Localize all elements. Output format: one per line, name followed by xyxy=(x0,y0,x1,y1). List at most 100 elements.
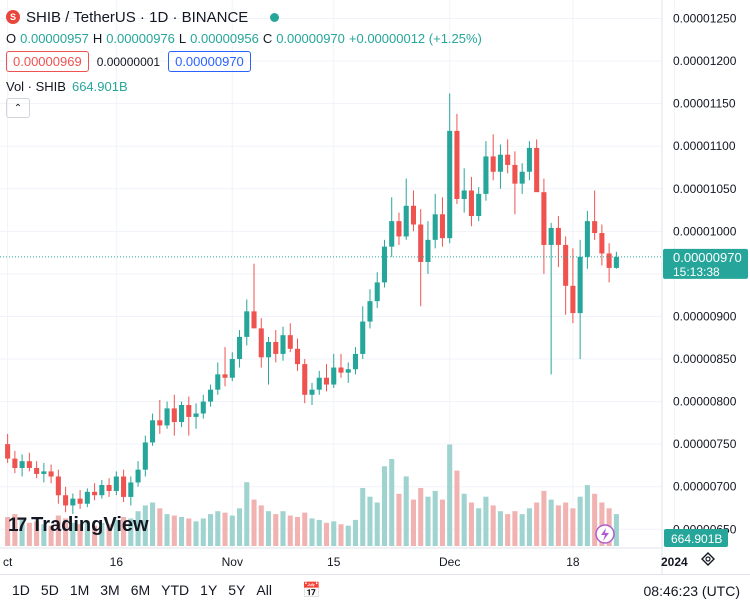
volume-bar xyxy=(171,515,177,546)
candlestick-chart[interactable]: 0.000006500.000007000.000007500.00000800… xyxy=(0,0,750,574)
candle-body xyxy=(352,353,359,370)
buy-price-button[interactable]: 0.00000970 xyxy=(168,51,251,72)
chart-legend: S SHIB / TetherUS · 1D · BINANCE O 0.0000… xyxy=(6,6,482,118)
open-label: O xyxy=(6,31,17,46)
volume-bar xyxy=(70,522,76,546)
tradingview-wordmark: TradingView xyxy=(31,514,149,536)
candle-body xyxy=(113,476,119,491)
volume-bar xyxy=(447,444,453,546)
candle-body xyxy=(215,374,221,390)
volume-bar xyxy=(410,499,416,546)
candle-body xyxy=(425,239,431,262)
volume-bar xyxy=(258,505,264,546)
volume-bar xyxy=(215,511,221,546)
volume-bar xyxy=(548,499,554,546)
candle-body xyxy=(447,130,453,239)
candle xyxy=(367,289,373,329)
candle xyxy=(26,452,32,472)
volume-bar xyxy=(418,488,424,546)
close-value: 0.00000970 xyxy=(276,31,345,46)
candle xyxy=(92,483,98,501)
candle-body xyxy=(534,147,540,193)
candle xyxy=(432,193,438,249)
candle xyxy=(265,336,272,385)
candle-body xyxy=(584,221,590,257)
timeframe-ytd[interactable]: YTD xyxy=(161,582,190,598)
timeframe-6m[interactable]: 6M xyxy=(130,582,151,598)
volume-bar xyxy=(128,518,134,546)
collapse-legend-button[interactable]: ⌃ xyxy=(6,98,30,118)
candle-body xyxy=(468,190,474,217)
candle xyxy=(77,490,83,509)
candle-body xyxy=(606,253,612,268)
volume-bar xyxy=(186,518,192,546)
volume-bar xyxy=(99,522,105,546)
candle xyxy=(447,93,453,244)
volume-bar xyxy=(592,493,598,546)
time-tick-label: Dec xyxy=(439,555,460,569)
candle xyxy=(352,347,359,375)
candle-body xyxy=(236,336,243,360)
candle-body xyxy=(323,377,330,385)
symbol-title[interactable]: SHIB / TetherUS · 1D · BINANCE xyxy=(26,8,249,26)
volume-bar xyxy=(208,514,214,546)
candle xyxy=(468,176,474,227)
candle xyxy=(563,236,569,315)
candle xyxy=(454,113,460,205)
timeframe-1y[interactable]: 1Y xyxy=(200,582,218,598)
timeframe-3m[interactable]: 3M xyxy=(100,582,120,598)
candle xyxy=(410,190,416,232)
change-value: +0.00000012 (+1.25%) xyxy=(348,31,482,46)
candle-body xyxy=(34,467,40,474)
candle xyxy=(164,401,170,429)
timeframe-1m[interactable]: 1M xyxy=(69,582,90,598)
tradingview-logo[interactable]: 17 TradingView xyxy=(8,514,149,537)
timeframe-all[interactable]: All xyxy=(256,582,272,598)
volume-bar xyxy=(584,485,590,546)
candle xyxy=(135,461,141,487)
candle-body xyxy=(99,485,105,496)
volume-badge-text: 664.901B xyxy=(671,532,722,546)
price-tick-label: 0.00000700 xyxy=(673,480,737,494)
volume-bar xyxy=(526,508,532,546)
timeframe-5d[interactable]: 5D xyxy=(40,582,59,598)
candle-body xyxy=(63,495,69,506)
settings-icon[interactable] xyxy=(701,552,715,566)
volume-bar xyxy=(396,493,402,546)
candle-body xyxy=(48,471,54,477)
timeframe-5y[interactable]: 5Y xyxy=(228,582,246,598)
volume-bar xyxy=(222,512,228,546)
calendar-icon[interactable]: 📅 xyxy=(301,582,321,599)
volume-legend-value: 664.901B xyxy=(71,79,128,94)
candle-body xyxy=(193,413,199,417)
candle xyxy=(12,450,18,474)
ohlc-values: O 0.00000957 H 0.00000976 L 0.00000956 C 0.0… xyxy=(6,31,482,46)
volume-bar xyxy=(461,493,467,546)
price-tick-label: 0.00000850 xyxy=(673,352,737,366)
price-tick-label: 0.00001000 xyxy=(673,224,737,238)
utc-clock[interactable]: 08:46:23 (UTC) xyxy=(643,583,740,599)
volume-bar xyxy=(389,459,395,546)
timeframe-1d[interactable]: 1D xyxy=(12,582,30,598)
candle-body xyxy=(135,469,141,483)
candle xyxy=(229,352,235,382)
candle xyxy=(5,433,11,463)
volume-bar xyxy=(5,517,11,546)
candle-body xyxy=(84,491,90,504)
scroll-to-realtime-icon[interactable] xyxy=(595,524,615,544)
high-label: H xyxy=(92,31,103,46)
candle xyxy=(157,399,163,434)
candle-body xyxy=(490,156,496,172)
candle xyxy=(84,488,90,508)
candle xyxy=(570,248,576,324)
bottom-toolbar: 1D 5D 1M 3M 6M YTD 1Y 5Y All 📅 08:46:23 … xyxy=(0,574,750,605)
price-tick-label: 0.00000750 xyxy=(673,437,737,451)
volume-bar xyxy=(251,499,257,546)
candle xyxy=(548,222,554,375)
candle-body xyxy=(294,348,301,365)
time-tick-label: 2024 xyxy=(661,555,688,569)
shib-logo-icon: S xyxy=(6,10,20,24)
sell-price-button[interactable]: 0.00000969 xyxy=(6,51,89,72)
candle-body xyxy=(526,147,532,172)
volume-bar xyxy=(150,502,156,546)
